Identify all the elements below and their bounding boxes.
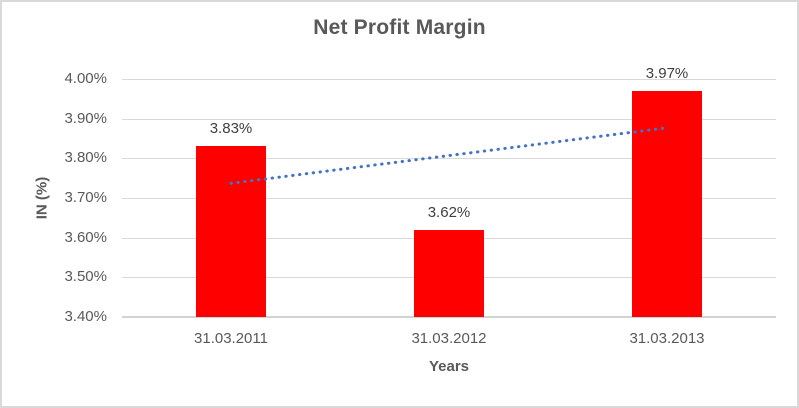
bar-value-label: 3.83% <box>209 120 253 137</box>
gridline <box>122 198 776 199</box>
x-axis-title: Years <box>428 358 470 375</box>
bar-value-label: 3.62% <box>427 204 471 221</box>
gridline <box>122 158 776 159</box>
x-tick-label: 31.03.2011 <box>194 330 268 347</box>
gridline <box>122 119 776 120</box>
plot-area: 3.83% 3.62% 3.97% <box>122 65 776 318</box>
y-tick-label: 3.80% <box>64 149 107 166</box>
bar <box>632 91 702 317</box>
x-axis-line <box>122 316 776 318</box>
chart-title: Net Profit Margin <box>313 16 486 39</box>
y-tick-label: 3.70% <box>64 189 107 206</box>
trendline <box>229 126 669 185</box>
x-tick-label: 31.03.2013 <box>629 330 705 347</box>
y-tick-label: 4.00% <box>64 70 107 87</box>
bar-value-label: 3.97% <box>645 65 689 82</box>
x-tick-label: 31.03.2012 <box>411 330 487 347</box>
y-tick-label: 3.90% <box>64 110 107 127</box>
bar <box>414 230 484 317</box>
bar <box>196 146 266 317</box>
y-tick-label: 3.50% <box>64 268 107 285</box>
y-tick-label: 3.40% <box>64 308 107 325</box>
trendline-path <box>229 126 669 185</box>
gridline <box>122 79 776 80</box>
y-tick-label: 3.60% <box>64 229 107 246</box>
